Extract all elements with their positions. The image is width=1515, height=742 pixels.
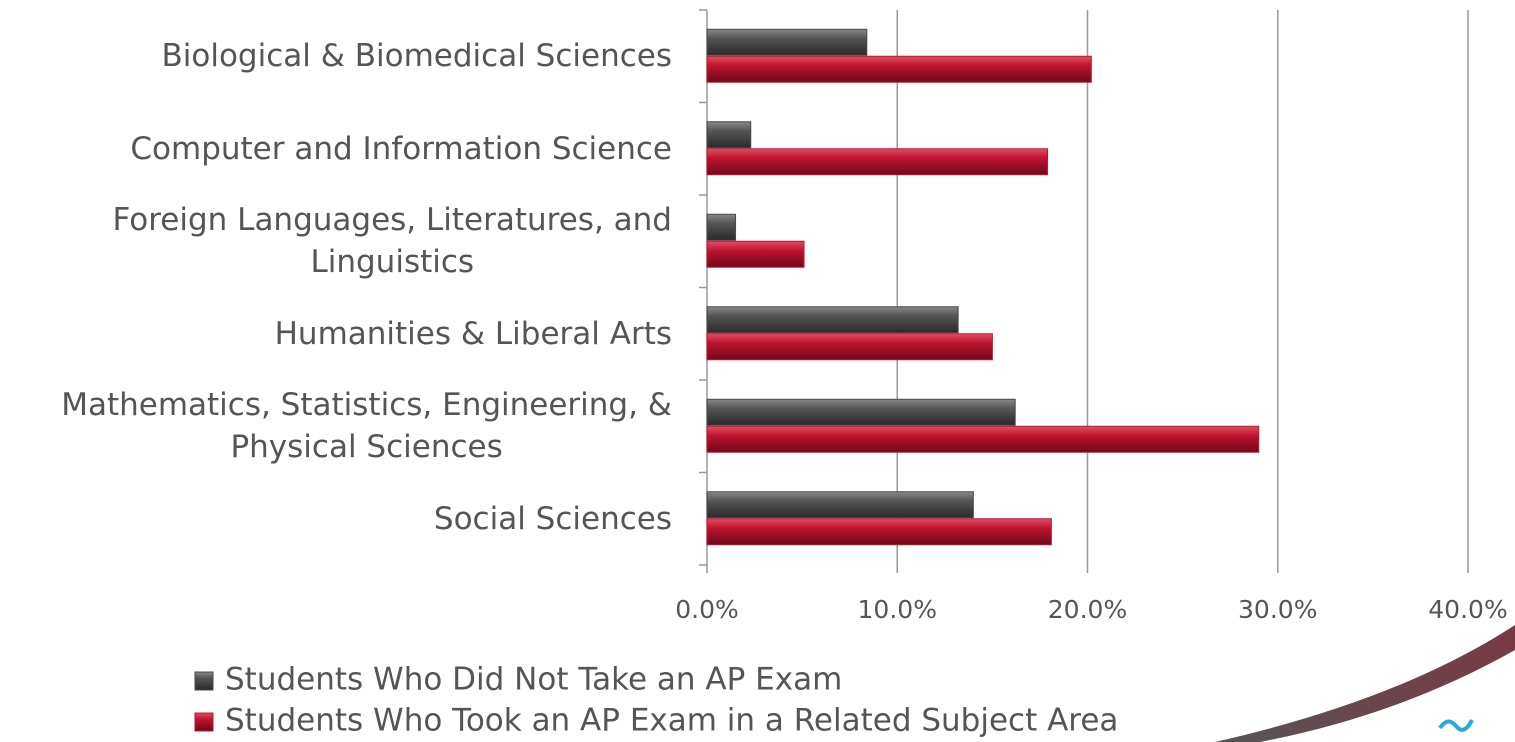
bar — [706, 213, 737, 241]
bar — [706, 148, 1049, 176]
x-tick-label: 10.0% — [858, 595, 937, 624]
legend-swatch — [194, 712, 214, 732]
bar — [706, 240, 805, 268]
x-tick-label: 0.0% — [675, 595, 739, 624]
bar — [706, 518, 1052, 546]
category-label: Mathematics, Statistics, Engineering, & … — [61, 387, 672, 466]
bar — [706, 28, 868, 56]
category-label: Foreign Languages, Literatures, and Ling… — [112, 202, 672, 281]
bar — [706, 491, 974, 519]
legend-label: Students Who Did Not Take an AP Exam — [225, 662, 842, 698]
category-label: Biological & Biomedical Sciences — [161, 38, 673, 75]
x-tick-label: 30.0% — [1238, 595, 1317, 624]
bar — [706, 121, 752, 149]
bar — [706, 398, 1016, 426]
legend-swatch — [194, 671, 214, 691]
bar — [706, 55, 1092, 83]
decor-logo — [1438, 719, 1474, 732]
legend-label: Students Who Took an AP Exam in a Relate… — [225, 703, 1118, 739]
bar — [706, 306, 959, 334]
category-label: Computer and Information Science — [130, 130, 672, 167]
x-tick-label: 20.0% — [1048, 595, 1127, 624]
bar — [706, 425, 1260, 453]
category-label: Humanities & Liberal Arts — [274, 315, 672, 352]
category-label: Social Sciences — [433, 500, 672, 537]
x-tick-label: 40.0% — [1428, 595, 1507, 624]
bar — [706, 333, 993, 361]
